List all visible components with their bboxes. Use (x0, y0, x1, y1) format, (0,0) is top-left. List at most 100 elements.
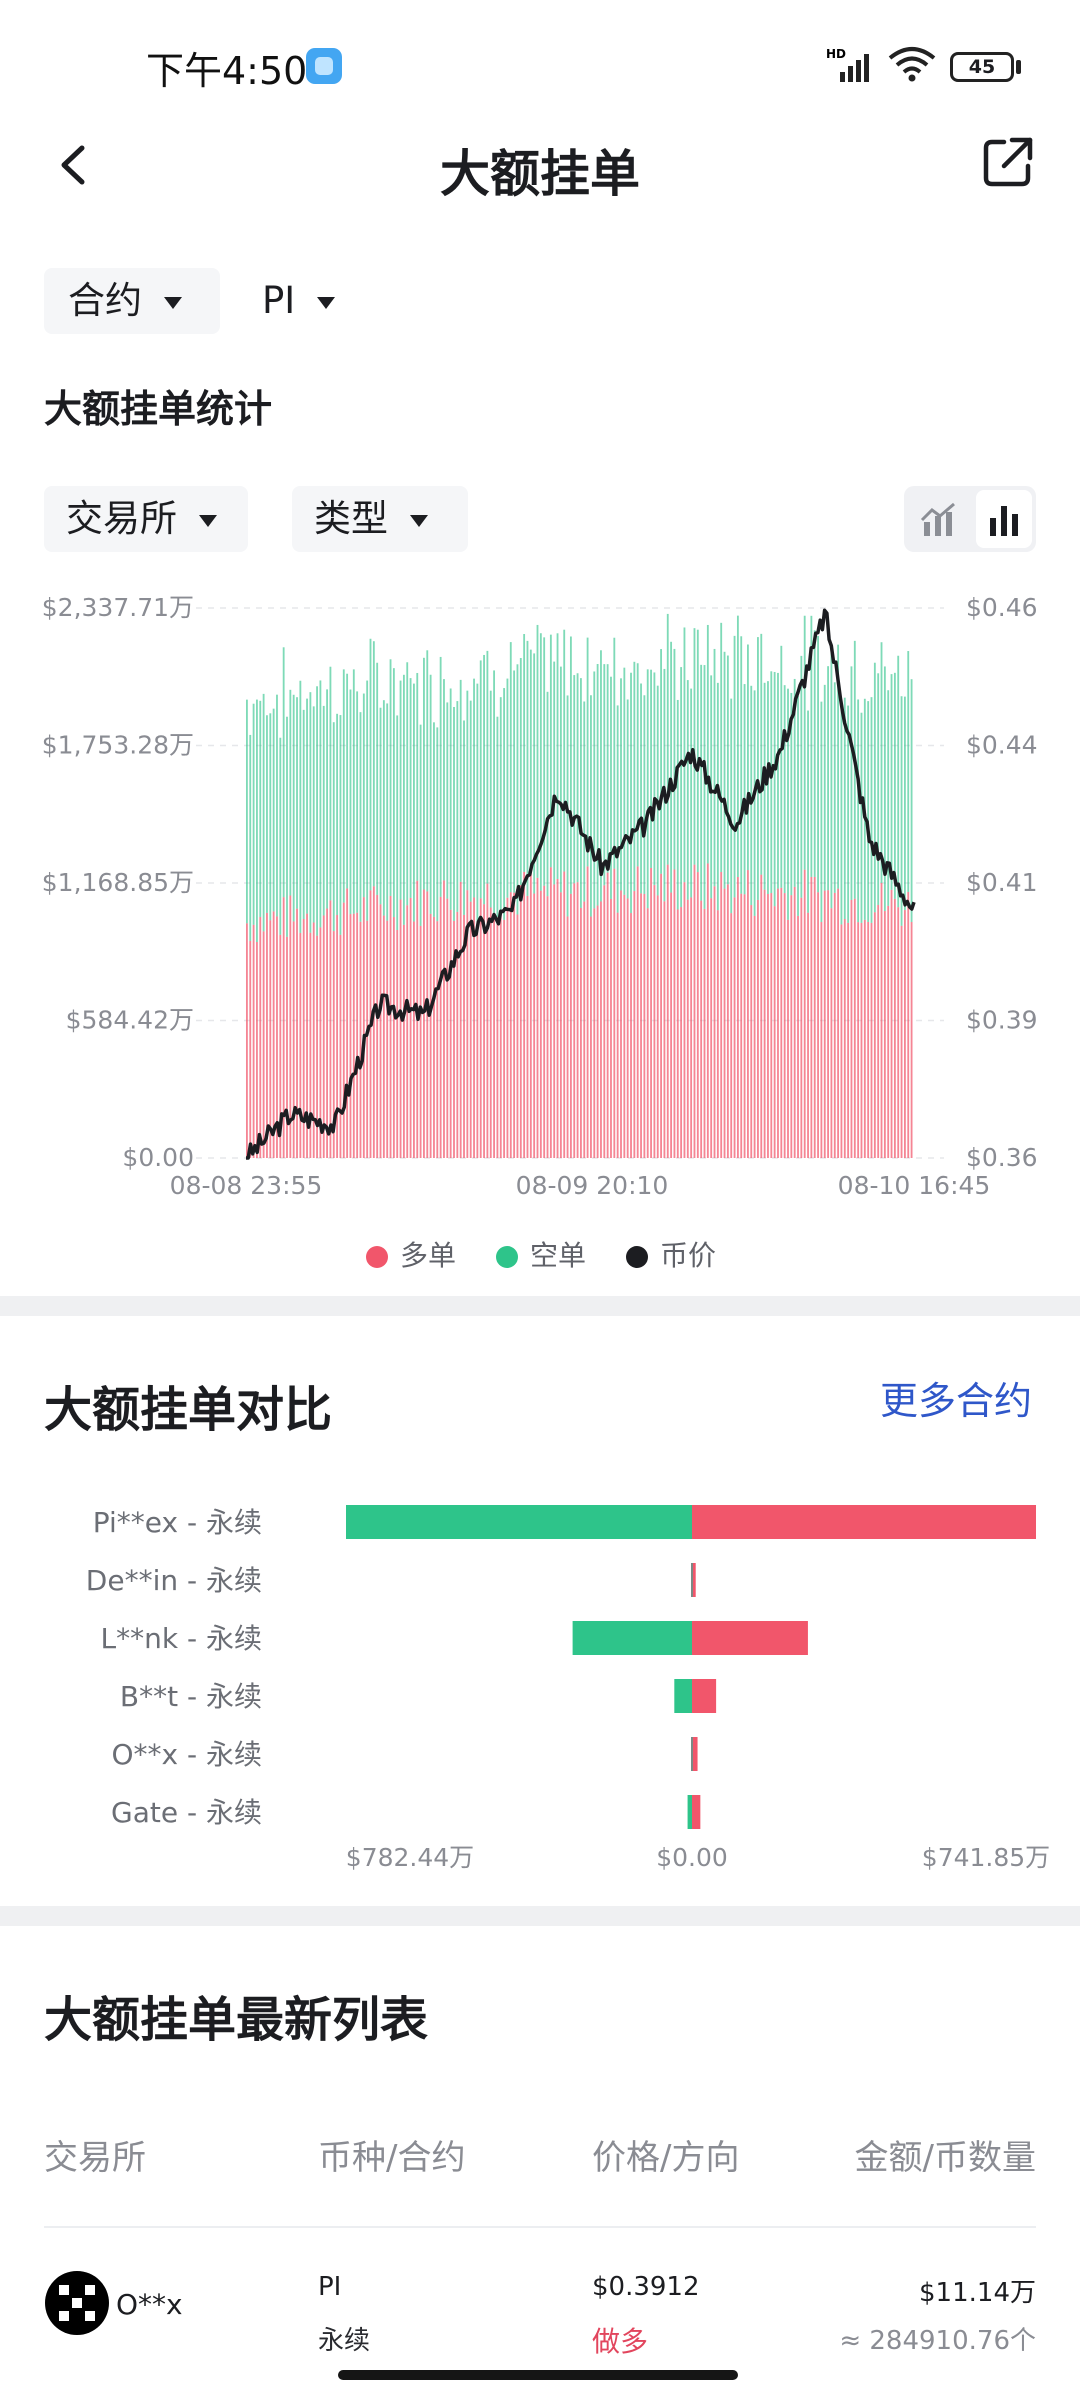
long-bar (392, 917, 395, 1158)
short-bar (783, 685, 786, 894)
short-bar (843, 697, 846, 920)
long-bar (650, 867, 652, 1158)
back-button[interactable] (50, 140, 100, 190)
long-bar (903, 910, 906, 1158)
long-bar (743, 894, 746, 1158)
short-bar (583, 701, 586, 902)
short-bar (880, 642, 883, 883)
short-bar (569, 636, 572, 894)
short-bar (559, 666, 562, 893)
long-bar (256, 942, 258, 1158)
short-bar (282, 647, 285, 898)
compare-row-label: Gate - 永续 (111, 1796, 262, 1829)
more-contracts-link[interactable]: 更多合约 (880, 1379, 1033, 1423)
long-bar (346, 888, 349, 1158)
short-bar (379, 707, 382, 905)
short-bar (326, 689, 328, 909)
short-bar (827, 666, 829, 891)
short-bar (747, 644, 749, 871)
long-bar (753, 915, 756, 1158)
long-bar (433, 916, 435, 1158)
long-bar (453, 920, 455, 1158)
long-bar (660, 873, 662, 1158)
short-bar (332, 722, 335, 932)
short-bar (850, 666, 853, 900)
long-bar (479, 898, 482, 1158)
short-bar (276, 694, 278, 917)
long-bar (569, 893, 572, 1158)
long-bar (366, 920, 369, 1158)
line-chart-view-button[interactable] (918, 500, 958, 544)
short-bar (493, 670, 495, 918)
app-notification-icon (306, 48, 342, 84)
short-bar (469, 700, 472, 902)
short-bar (402, 674, 405, 925)
short-bar (446, 702, 449, 899)
compare-long-bar (692, 1679, 717, 1713)
chevron-left-icon (61, 145, 85, 185)
type-filter-select[interactable]: 类型 (292, 486, 468, 552)
short-bar (369, 638, 372, 891)
long-bar (797, 915, 799, 1158)
short-bar (309, 692, 312, 933)
y-left-tick-label: $584.42万 (66, 1006, 194, 1035)
long-bar (269, 920, 272, 1158)
long-bar (506, 897, 509, 1158)
long-bar (466, 890, 469, 1158)
section-divider (0, 1906, 1080, 1926)
short-bar (396, 715, 399, 930)
long-bar (249, 940, 252, 1158)
long-bar (559, 892, 562, 1158)
long-bar (426, 891, 429, 1158)
short-bar (529, 649, 532, 873)
exchange-filter-select[interactable]: 交易所 (44, 486, 248, 552)
long-bar (449, 909, 452, 1158)
short-bar (563, 629, 566, 872)
compare-short-bar (687, 1795, 692, 1829)
long-bar (877, 904, 880, 1158)
long-bar (676, 909, 679, 1158)
caret-down-icon (317, 296, 336, 309)
column-amount-quantity: 金额/币数量 (854, 2138, 1036, 2178)
long-bar (496, 917, 499, 1158)
y-left-tick-label: $0.00 (122, 1143, 194, 1172)
long-bar (499, 911, 502, 1158)
short-bar (897, 655, 900, 908)
long-bar (606, 872, 609, 1158)
short-bar (636, 663, 639, 867)
long-bar (523, 871, 526, 1158)
long-bar (713, 886, 716, 1158)
long-bar (620, 890, 622, 1158)
short-bar (903, 696, 906, 911)
short-bar (643, 695, 646, 894)
long-bar (633, 891, 636, 1158)
share-button[interactable] (980, 134, 1036, 190)
column-exchange: 交易所 (44, 2138, 146, 2178)
long-bar (483, 904, 485, 1158)
coin-label: PI (262, 279, 296, 322)
short-bar (483, 654, 485, 905)
legend-short-label: 空单 (530, 1239, 587, 1272)
short-bar (352, 669, 355, 914)
table-row[interactable]: O**x PI 永续 $0.3912 做多 $11.14万 ≈ 284910.7… (0, 2228, 1080, 2378)
short-bar (633, 661, 636, 892)
long-bar (423, 889, 425, 1158)
market-type-select[interactable]: 合约 (44, 268, 220, 334)
coin-select[interactable]: PI (262, 268, 336, 334)
legend-long-swatch (366, 1246, 388, 1268)
long-bar (389, 895, 392, 1158)
short-bar (787, 688, 789, 920)
long-bar (897, 907, 900, 1158)
short-bar (336, 713, 339, 915)
short-bar (299, 680, 302, 933)
market-type-label: 合约 (68, 279, 142, 322)
bar-chart-view-button[interactable] (984, 500, 1024, 544)
stats-heading: 大额挂单统计 (44, 387, 273, 431)
long-bar (740, 893, 743, 1158)
long-bar (476, 922, 479, 1158)
short-bar (646, 669, 649, 909)
short-bar (593, 671, 596, 909)
long-bar (706, 863, 709, 1158)
short-bar (656, 685, 659, 896)
y-left-tick-label: $1,168.85万 (42, 868, 194, 897)
